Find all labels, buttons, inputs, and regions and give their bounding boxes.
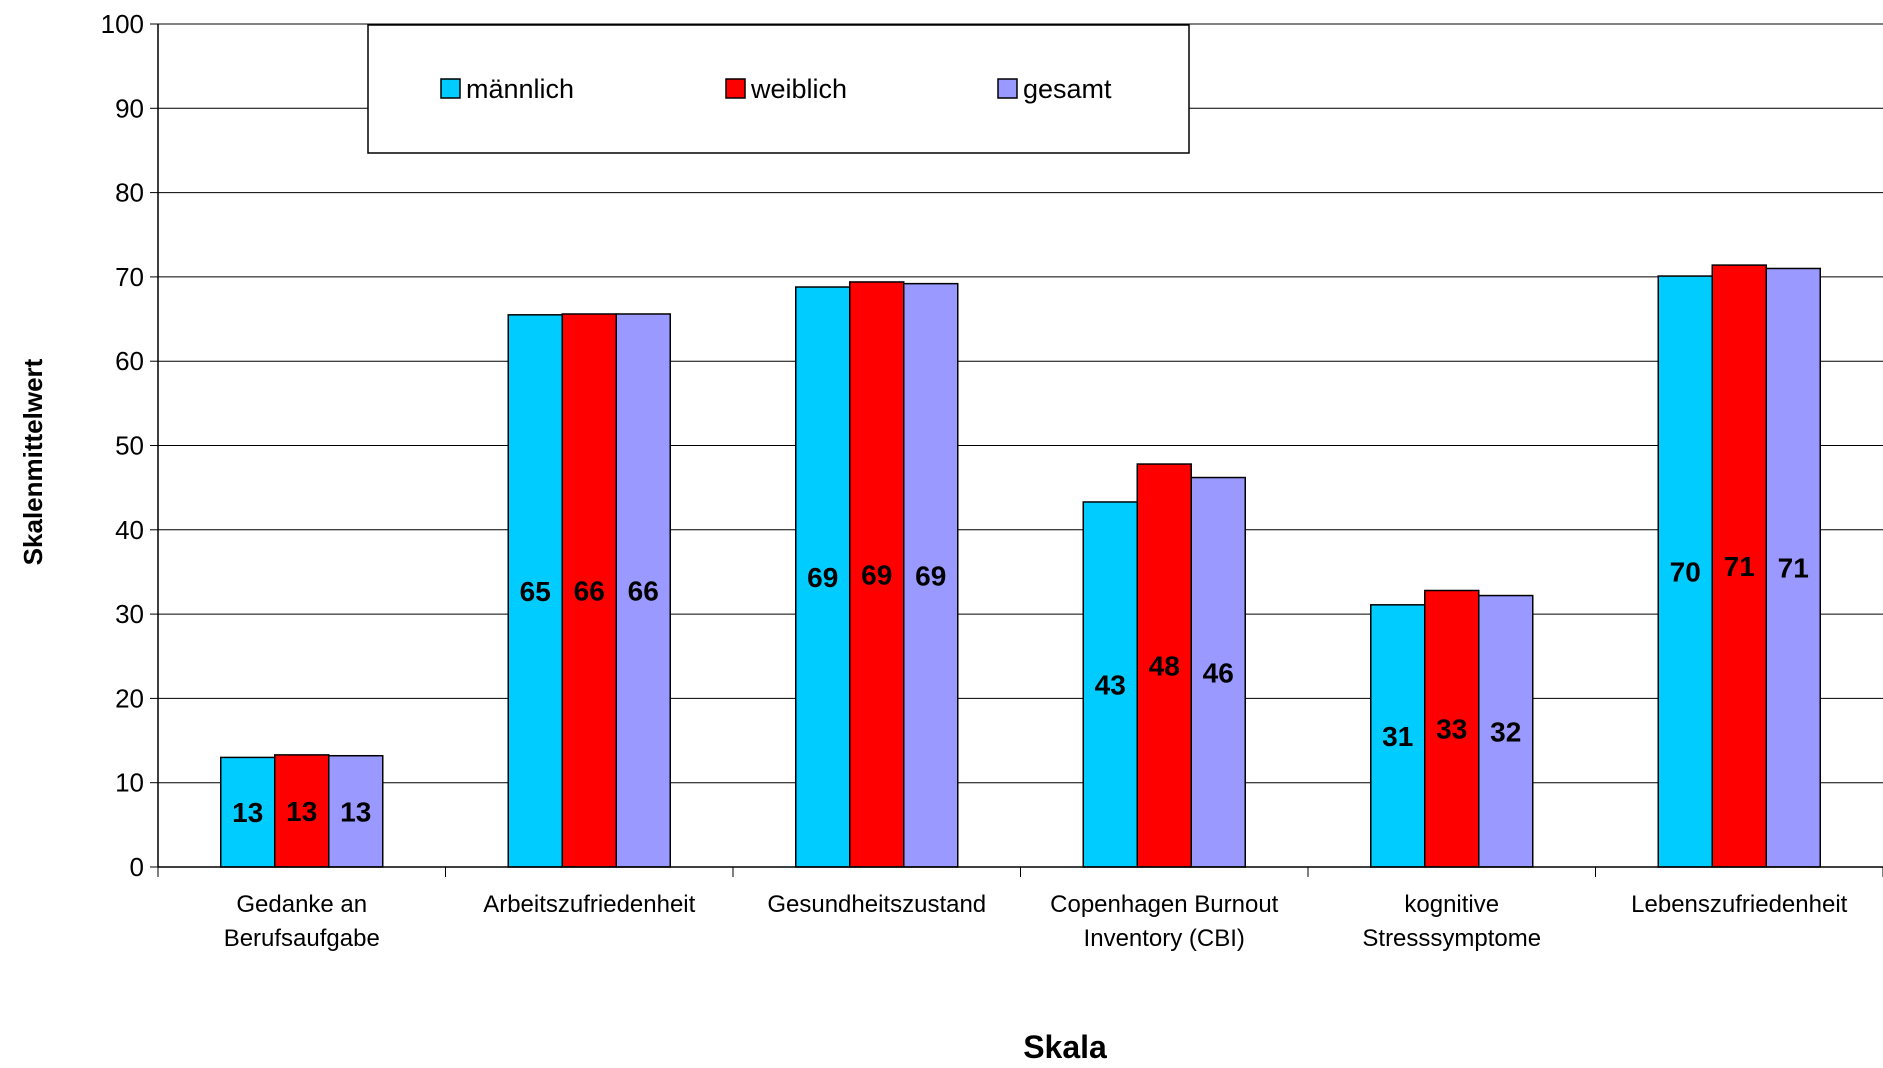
y-tick-label: 10 — [115, 768, 144, 798]
data-labels: 13 13 13 65 66 66 69 69 69 43 48 46 31 33 32 70 71 71 — [232, 551, 1809, 828]
bars — [220, 264, 1821, 868]
bar — [561, 313, 617, 868]
data-label: 13 — [286, 796, 317, 827]
y-tick-label: 80 — [115, 178, 144, 208]
y-tick-label: 0 — [130, 852, 144, 882]
bar — [1765, 267, 1821, 868]
bar — [849, 281, 905, 868]
bar — [1657, 275, 1713, 868]
data-label: 70 — [1670, 557, 1701, 588]
data-label: 33 — [1436, 714, 1467, 745]
x-category-label: Berufsaufgabe — [224, 925, 380, 952]
x-category-label: Stresssymptome — [1362, 925, 1541, 952]
data-label: 13 — [232, 797, 263, 828]
data-label: 66 — [574, 575, 605, 606]
y-tick-label: 40 — [115, 515, 144, 545]
bar — [1370, 604, 1426, 868]
bar — [1190, 476, 1246, 868]
data-label: 13 — [340, 796, 371, 827]
bar — [507, 314, 563, 868]
axes — [150, 23, 1883, 877]
x-category-label: Arbeitszufriedenheit — [483, 891, 695, 918]
legend-swatch — [440, 78, 461, 99]
x-axis-title: Skala — [1023, 1029, 1107, 1065]
y-tick-label: 90 — [115, 93, 144, 123]
legend-label: weiblich — [750, 74, 847, 104]
y-tick-label: 70 — [115, 262, 144, 292]
x-category-label: Gesundheitszustand — [767, 891, 986, 918]
y-tick-label: 30 — [115, 599, 144, 629]
data-label: 46 — [1203, 657, 1234, 688]
data-label: 32 — [1490, 716, 1521, 747]
y-axis-title: Skalenmittelwert — [18, 358, 48, 565]
x-category-label: Lebenszufriedenheit — [1631, 891, 1847, 918]
legend-swatch — [725, 78, 746, 99]
legend-box — [367, 24, 1190, 154]
legend-label: männlich — [466, 74, 574, 104]
bar — [903, 282, 959, 868]
bar — [1478, 594, 1534, 868]
x-category-label: Copenhagen Burnout — [1050, 891, 1279, 918]
bar — [274, 754, 330, 868]
data-label: 43 — [1095, 669, 1126, 700]
legend-swatch — [997, 78, 1018, 99]
data-label: 48 — [1149, 651, 1180, 682]
data-label: 69 — [861, 559, 892, 590]
data-label: 69 — [915, 560, 946, 591]
y-tick-labels: 0 10 20 30 40 50 60 70 80 90 100 — [101, 9, 144, 882]
data-label: 65 — [520, 576, 551, 607]
legend: männlich weiblich gesamt — [367, 24, 1190, 154]
bar — [1424, 589, 1480, 868]
bar — [615, 313, 671, 868]
data-label: 66 — [628, 575, 659, 606]
bar — [1136, 463, 1192, 868]
x-category-label: Gedanke an — [236, 891, 367, 918]
y-tick-label: 60 — [115, 346, 144, 376]
legend-label: gesamt — [1023, 74, 1112, 104]
data-label: 69 — [807, 562, 838, 593]
data-label: 31 — [1382, 721, 1413, 752]
data-label: 71 — [1724, 551, 1755, 582]
x-category-label: Inventory (CBI) — [1084, 925, 1245, 952]
y-tick-label: 100 — [101, 9, 144, 39]
x-category-labels: Gedanke an Berufsaufgabe Arbeitszufriedenh… — [224, 891, 1848, 952]
y-tick-label: 50 — [115, 431, 144, 461]
data-label: 71 — [1778, 553, 1809, 584]
y-tick-label: 20 — [115, 683, 144, 713]
bar — [795, 286, 851, 868]
bar — [1082, 501, 1138, 868]
x-category-label: kognitive — [1404, 891, 1499, 918]
